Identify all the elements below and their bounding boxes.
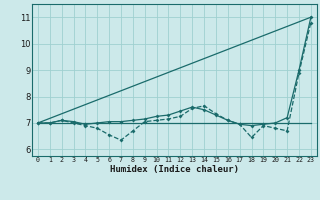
X-axis label: Humidex (Indice chaleur): Humidex (Indice chaleur) — [110, 165, 239, 174]
